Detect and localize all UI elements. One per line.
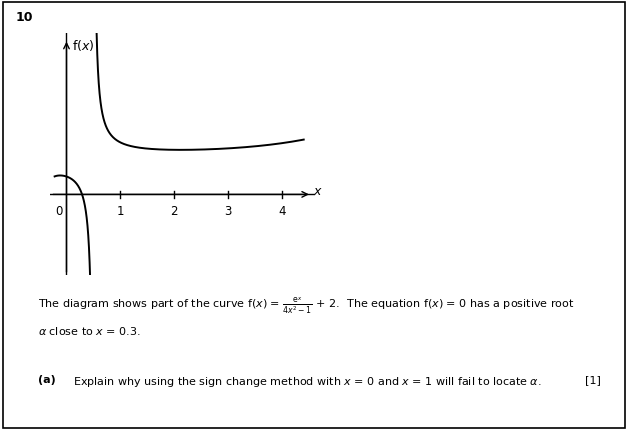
Text: 3: 3 xyxy=(225,205,232,218)
Text: [1]: [1] xyxy=(585,374,601,384)
Text: 0: 0 xyxy=(55,205,63,218)
Text: $x$: $x$ xyxy=(313,184,323,197)
Text: 1: 1 xyxy=(116,205,124,218)
Text: The diagram shows part of the curve f($x$) = $\frac{\mathrm{e}^{x}}{4x^{2}-1}$ +: The diagram shows part of the curve f($x… xyxy=(38,295,574,315)
Text: $\alpha$ close to $x$ = 0.3.: $\alpha$ close to $x$ = 0.3. xyxy=(38,325,140,337)
Text: 4: 4 xyxy=(279,205,286,218)
Text: 10: 10 xyxy=(16,11,33,24)
Text: 2: 2 xyxy=(170,205,178,218)
Text: f($x$): f($x$) xyxy=(72,38,94,53)
Text: (a): (a) xyxy=(38,374,55,384)
Text: Explain why using the sign change method with $x$ = 0 and $x$ = 1 will fail to l: Explain why using the sign change method… xyxy=(66,374,542,388)
